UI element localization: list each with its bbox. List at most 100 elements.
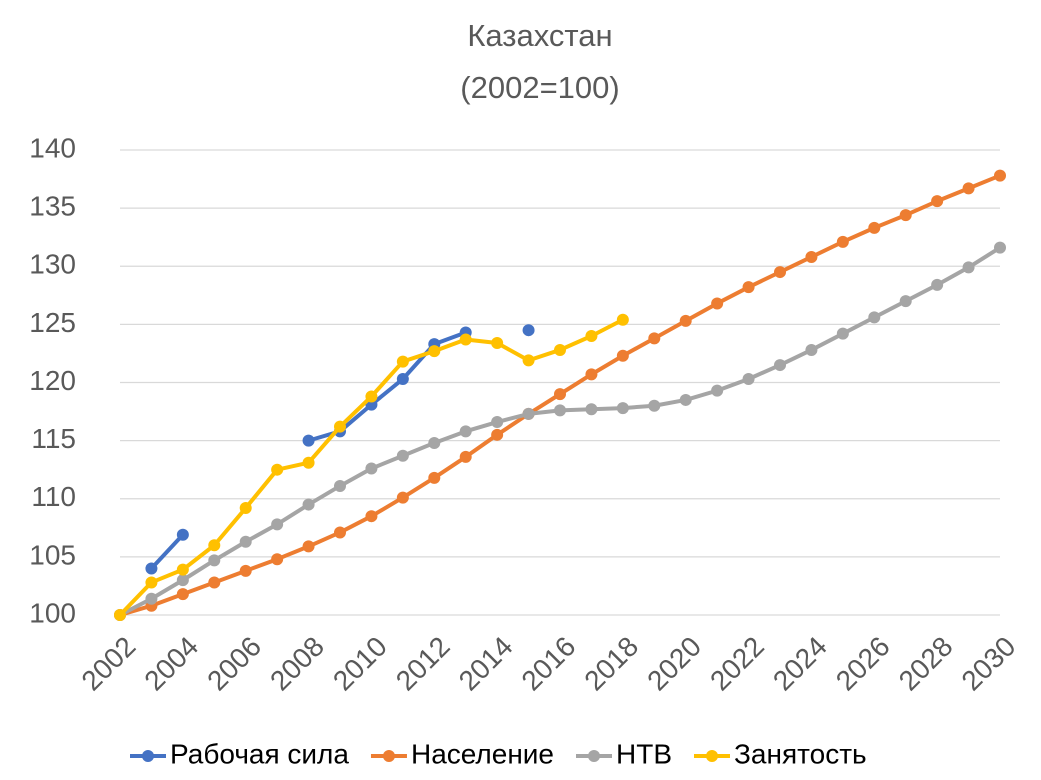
point: [145, 562, 158, 575]
point: [931, 278, 944, 291]
legend-label: Население: [411, 738, 554, 769]
point: [554, 343, 566, 356]
chart-subtitle: (2002=100): [460, 70, 619, 105]
x-tick-label: 2018: [578, 631, 644, 697]
y-tick-label: 105: [29, 539, 76, 570]
point: [334, 420, 346, 433]
point: [679, 393, 692, 406]
point: [334, 479, 346, 492]
point: [239, 535, 252, 548]
y-tick-label: 125: [29, 307, 76, 338]
point: [962, 182, 975, 195]
legend-marker: [706, 750, 718, 762]
point: [208, 554, 221, 567]
point: [994, 169, 1006, 182]
point: [271, 463, 284, 476]
point: [491, 416, 504, 429]
point: [742, 281, 755, 294]
y-tick-label: 100: [29, 597, 76, 628]
y-tick-label: 120: [29, 365, 76, 396]
point: [208, 576, 221, 589]
point: [428, 345, 441, 358]
point: [271, 553, 284, 566]
point: [836, 235, 849, 248]
y-tick-label: 115: [31, 423, 76, 454]
x-tick-label: 2022: [704, 631, 770, 697]
legend-marker: [588, 750, 600, 762]
legend-marker: [142, 750, 154, 762]
point: [239, 502, 252, 515]
x-tick-label: 2026: [830, 631, 896, 697]
point: [522, 324, 535, 337]
point: [396, 373, 409, 386]
point: [742, 373, 755, 386]
point: [554, 404, 566, 417]
x-tick-label: 2010: [327, 631, 393, 697]
x-tick-label: 2028: [893, 631, 959, 697]
point: [805, 343, 818, 356]
point: [491, 336, 504, 349]
y-tick-label: 140: [29, 132, 76, 163]
x-tick-label: 2020: [641, 631, 707, 697]
point: [239, 564, 252, 577]
y-tick-label: 110: [31, 481, 76, 512]
x-tick-label: 2016: [515, 631, 581, 697]
point: [774, 266, 786, 279]
point: [396, 491, 409, 504]
point: [805, 250, 818, 263]
point: [711, 384, 724, 397]
point: [868, 311, 881, 324]
point: [114, 609, 126, 621]
point: [428, 436, 441, 449]
legend-label: Занятость: [734, 738, 867, 769]
point: [176, 528, 189, 541]
point: [648, 399, 661, 412]
series-line: [119, 245, 1002, 617]
point: [145, 592, 158, 605]
point: [459, 450, 472, 463]
point: [365, 510, 378, 523]
point: [302, 540, 315, 553]
point: [208, 539, 221, 552]
point: [899, 209, 912, 222]
x-tick-label: 2002: [75, 631, 141, 697]
legend-marker: [382, 750, 395, 762]
y-tick-label: 135: [29, 191, 76, 222]
point: [271, 518, 284, 531]
x-tick-label: 2012: [390, 631, 456, 697]
point: [585, 403, 598, 416]
x-tick-label: 2008: [264, 631, 330, 697]
point: [774, 359, 786, 372]
point: [176, 574, 189, 587]
point: [616, 313, 629, 326]
point: [459, 425, 472, 438]
chart-title: Казахстан: [467, 18, 612, 53]
point: [428, 471, 441, 484]
point: [365, 390, 378, 403]
x-tick-label: 2014: [453, 631, 519, 697]
point: [176, 588, 189, 601]
point: [868, 221, 881, 234]
point: [554, 388, 566, 401]
point: [365, 462, 378, 475]
point: [302, 434, 315, 447]
legend-label: Рабочая сила: [170, 738, 349, 769]
point: [962, 261, 975, 274]
x-tick-label: 2006: [201, 631, 267, 697]
point: [302, 498, 315, 511]
point: [616, 402, 629, 415]
x-tick-label: 2004: [138, 631, 204, 697]
point: [145, 576, 158, 589]
x-tick-label: 2024: [767, 631, 833, 697]
point: [648, 332, 661, 345]
point: [931, 195, 944, 208]
point: [585, 330, 598, 342]
point: [459, 333, 472, 346]
point: [679, 314, 692, 327]
y-tick-label: 130: [29, 249, 76, 280]
point: [176, 563, 189, 576]
point: [899, 295, 912, 308]
point: [585, 368, 598, 381]
point: [491, 428, 504, 441]
